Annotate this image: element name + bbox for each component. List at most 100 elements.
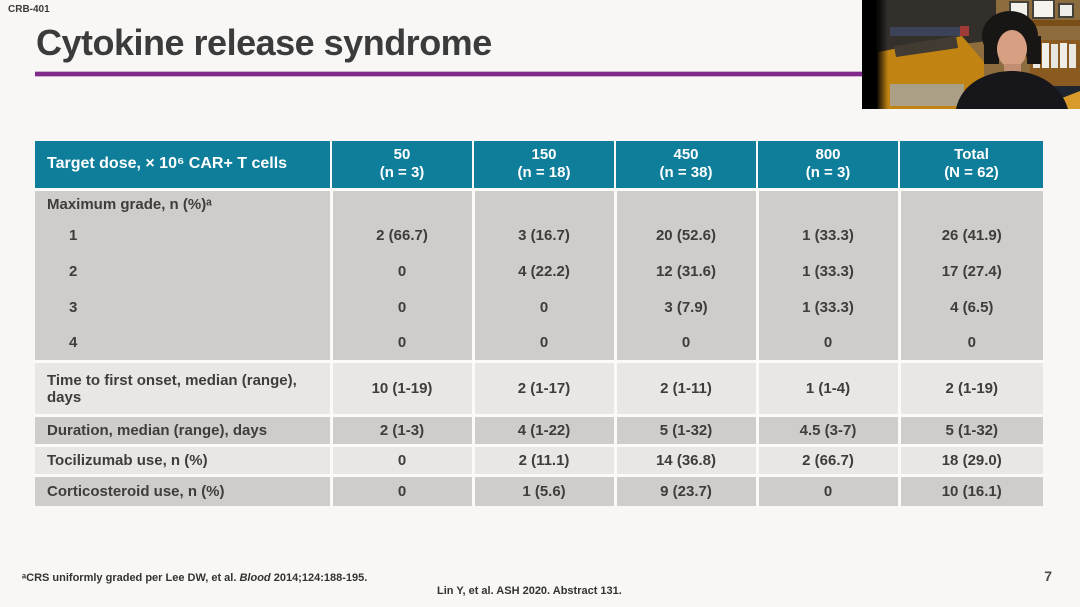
table-cell: 1 (33.3) xyxy=(755,289,899,326)
table-cell xyxy=(329,187,473,218)
column-header-150: 150 (n = 18) xyxy=(472,141,615,189)
table-cell: 4 (22.2) xyxy=(471,253,615,290)
table-cell: 10 (1-19) xyxy=(329,360,473,416)
table-cell: 1 (33.3) xyxy=(755,217,899,254)
table-cell: 1 (1-4) xyxy=(755,360,899,416)
table-cell xyxy=(471,187,615,218)
table-cell: 4.5 (3-7) xyxy=(755,414,899,446)
table-corner-header: Target dose, × 10⁶ CAR+ T cells xyxy=(35,141,331,189)
grade-row-label: 2 xyxy=(35,253,331,290)
row-label: Tocilizumab use, n (%) xyxy=(35,444,331,476)
table-header-row: Target dose, × 10⁶ CAR+ T cells 50 (n = … xyxy=(35,141,1043,189)
table-cell: 2 (1-17) xyxy=(471,360,615,416)
table-cell: 4 (1-22) xyxy=(471,414,615,446)
table-cell: 0 xyxy=(471,289,615,326)
framed-certificate xyxy=(1032,0,1055,19)
grade-row-label: 4 xyxy=(35,325,331,362)
table-cell: 0 xyxy=(755,325,899,362)
dose-value: Total xyxy=(954,145,989,163)
presenter xyxy=(956,11,1068,109)
footnote-journal: Blood xyxy=(239,572,271,584)
table-cell: 0 xyxy=(897,325,1043,362)
table-cell: 2 (66.7) xyxy=(329,217,473,254)
dose-value: 450 xyxy=(673,145,699,163)
dose-n: (n = 3) xyxy=(805,164,851,182)
table-cell: 0 xyxy=(613,325,757,362)
shelf-board xyxy=(998,20,1080,26)
grade-row-label: 1 xyxy=(35,217,331,254)
table-cell: 4 (6.5) xyxy=(897,289,1043,326)
table-cell: 2 (11.1) xyxy=(471,444,615,476)
dose-n: (n = 18) xyxy=(517,164,571,182)
table-cell: 17 (27.4) xyxy=(897,253,1043,290)
table-cell: 20 (52.6) xyxy=(613,217,757,254)
column-header-50: 50 (n = 3) xyxy=(330,141,473,189)
table-cell: 0 xyxy=(471,325,615,362)
crs-table-body: Maximum grade, n (%)ᵃ 1 2 (66.7) 3 (16.7) 20… xyxy=(35,187,1043,506)
table-cell: 1 (33.3) xyxy=(755,253,899,290)
table-cell xyxy=(755,187,899,218)
footnote-text: ᵃCRS uniformly graded per Lee DW, et al. xyxy=(22,572,240,584)
table-cell: 0 xyxy=(329,289,473,326)
table-cell: 5 (1-32) xyxy=(897,414,1043,446)
table-cell: 5 (1-32) xyxy=(613,414,757,446)
table-row: Time to first onset, median (range), day… xyxy=(35,360,1043,416)
table-row: Duration, median (range), days 2 (1-3) 4 (… xyxy=(35,414,1043,446)
table-cell xyxy=(897,187,1043,218)
table-cell: 26 (41.9) xyxy=(897,217,1043,254)
footnote-reference: 2014;124:188-195. xyxy=(270,572,368,584)
dose-n: (n = 3) xyxy=(379,164,425,182)
dose-value: 150 xyxy=(531,145,557,163)
table-row: Maximum grade, n (%)ᵃ xyxy=(35,187,1043,218)
row-label: Maximum grade, n (%)ᵃ xyxy=(35,187,331,218)
table-cell xyxy=(613,187,757,218)
table-cell: 9 (23.7) xyxy=(613,474,757,506)
table-cell: 1 (5.6) xyxy=(471,474,615,506)
column-header-800: 800 (n = 3) xyxy=(756,141,899,189)
webcam-video-frame xyxy=(862,0,1080,109)
table-cell: 0 xyxy=(755,474,899,506)
study-label: CRB-401 xyxy=(8,4,50,15)
row-label: Time to first onset, median (range), day… xyxy=(35,360,331,416)
crs-table: Target dose, × 10⁶ CAR+ T cells 50 (n = … xyxy=(35,141,1043,506)
row-label: Duration, median (range), days xyxy=(35,414,331,446)
table-cell: 3 (16.7) xyxy=(471,217,615,254)
title-underline xyxy=(35,72,862,76)
table-row: Tocilizumab use, n (%) 0 2 (11.1) 14 (36.8)… xyxy=(35,444,1043,476)
footnote: ᵃCRS uniformly graded per Lee DW, et al.… xyxy=(22,572,367,584)
table-cell: 10 (16.1) xyxy=(897,474,1043,506)
page-title: Cytokine release syndrome xyxy=(36,22,492,63)
grade-row-label: 3 xyxy=(35,289,331,326)
table-cell: 12 (31.6) xyxy=(613,253,757,290)
column-header-450: 450 (n = 38) xyxy=(614,141,757,189)
table-cell: 18 (29.0) xyxy=(897,444,1043,476)
table-cell: 2 (1-11) xyxy=(613,360,757,416)
table-cell: 0 xyxy=(329,253,473,290)
webcam-video[interactable] xyxy=(862,0,1080,109)
table-cell: 3 (7.9) xyxy=(613,289,757,326)
framed-certificate xyxy=(1058,3,1074,18)
table-cell: 2 (1-3) xyxy=(329,414,473,446)
page-number: 7 xyxy=(1044,568,1052,584)
table-row: Corticosteroid use, n (%) 0 1 (5.6) 9 (23.7… xyxy=(35,474,1043,506)
dose-n: (N = 62) xyxy=(944,164,999,182)
dose-value: 800 xyxy=(815,145,841,163)
column-header-total: Total (N = 62) xyxy=(898,141,1043,189)
table-cell: 0 xyxy=(329,474,473,506)
table-cell: 2 (66.7) xyxy=(755,444,899,476)
citation: Lin Y, et al. ASH 2020. Abstract 131. xyxy=(437,585,622,597)
table-cell: 0 xyxy=(329,325,473,362)
torso xyxy=(956,71,1068,109)
row-label: Corticosteroid use, n (%) xyxy=(35,474,331,506)
dose-value: 50 xyxy=(393,145,411,163)
table-cell: 0 xyxy=(329,444,473,476)
table-cell: 2 (1-19) xyxy=(897,360,1043,416)
table-cell: 14 (36.8) xyxy=(613,444,757,476)
dose-n: (n = 38) xyxy=(659,164,713,182)
face xyxy=(997,30,1027,68)
